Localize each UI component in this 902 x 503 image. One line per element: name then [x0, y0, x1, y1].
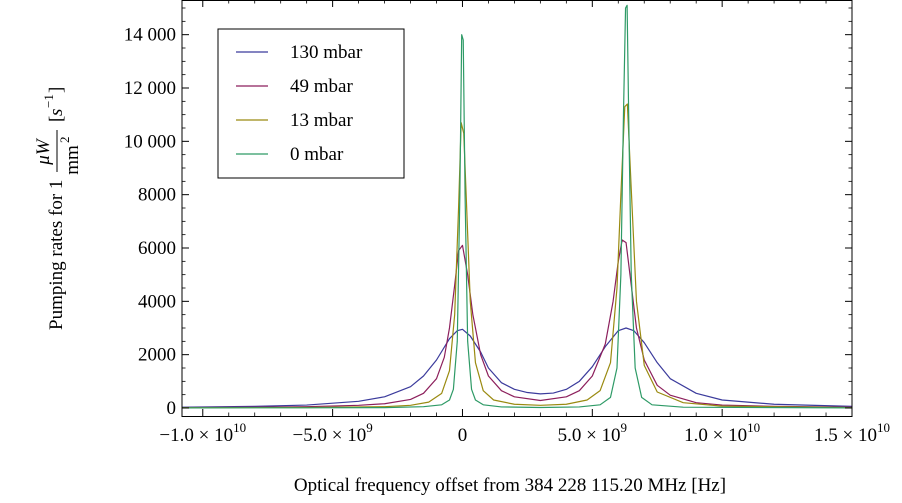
series-line-1 — [181, 239, 853, 409]
legend-label-0: 130 mbar — [290, 42, 363, 63]
legend-label-3: 0 mbar — [290, 144, 344, 165]
series-line-3 — [181, 4, 853, 409]
y-label-bracket-exp: −1 — [41, 94, 56, 108]
plot-frame — [181, 0, 853, 417]
y-label-unit-numerator: μW — [33, 137, 54, 166]
y-tick-label: 12 000 — [124, 78, 176, 99]
x-tick-label: −5.0 × 109 — [293, 420, 373, 446]
y-label-unit-denominator: mm — [62, 145, 83, 175]
x-axis-label: Optical frequency offset from 384 228 11… — [294, 475, 726, 496]
y-label-prefix: Pumping rates for 1 — [46, 180, 67, 330]
legend-label-1: 49 mbar — [290, 76, 353, 97]
legend-box — [217, 28, 405, 179]
x-tick-label: −1.0 × 1010 — [159, 420, 246, 446]
y-tick-label: 2000 — [138, 345, 176, 366]
y-axis-label: Pumping rates for 1 μW mm 2 [ s −1 ] — [33, 87, 83, 330]
y-label-unit-exponent: 2 — [57, 137, 72, 144]
y-tick-label: 6000 — [138, 238, 176, 259]
axis-ticks: 0 2000 4000 6000 8000 10 000 12 000 14 000 −1.0 … — [124, 0, 890, 446]
x-tick-label: 1.0 × 1010 — [684, 420, 760, 446]
y-label-bracket-close: ] — [46, 87, 67, 93]
y-tick-label: 10 000 — [124, 131, 176, 152]
x-tick-label: 1.5 × 1010 — [814, 420, 890, 446]
y-label-bracket-s: s — [46, 109, 67, 116]
y-tick-label: 14 000 — [124, 25, 176, 46]
y-tick-label: 4000 — [138, 291, 176, 312]
x-tick-label: 0 — [458, 425, 468, 446]
y-tick-label: 8000 — [138, 185, 176, 206]
y-tick-label: 0 — [167, 398, 177, 419]
legend-label-2: 13 mbar — [290, 110, 353, 131]
y-label-bracket-open: [ — [46, 116, 67, 122]
legend: 130 mbar 49 mbar 13 mbar 0 mbar — [217, 28, 405, 179]
series-lines — [181, 4, 853, 409]
series-line-2 — [181, 103, 853, 409]
x-tick-label: 5.0 × 109 — [558, 420, 627, 446]
series-line-0 — [181, 327, 853, 408]
